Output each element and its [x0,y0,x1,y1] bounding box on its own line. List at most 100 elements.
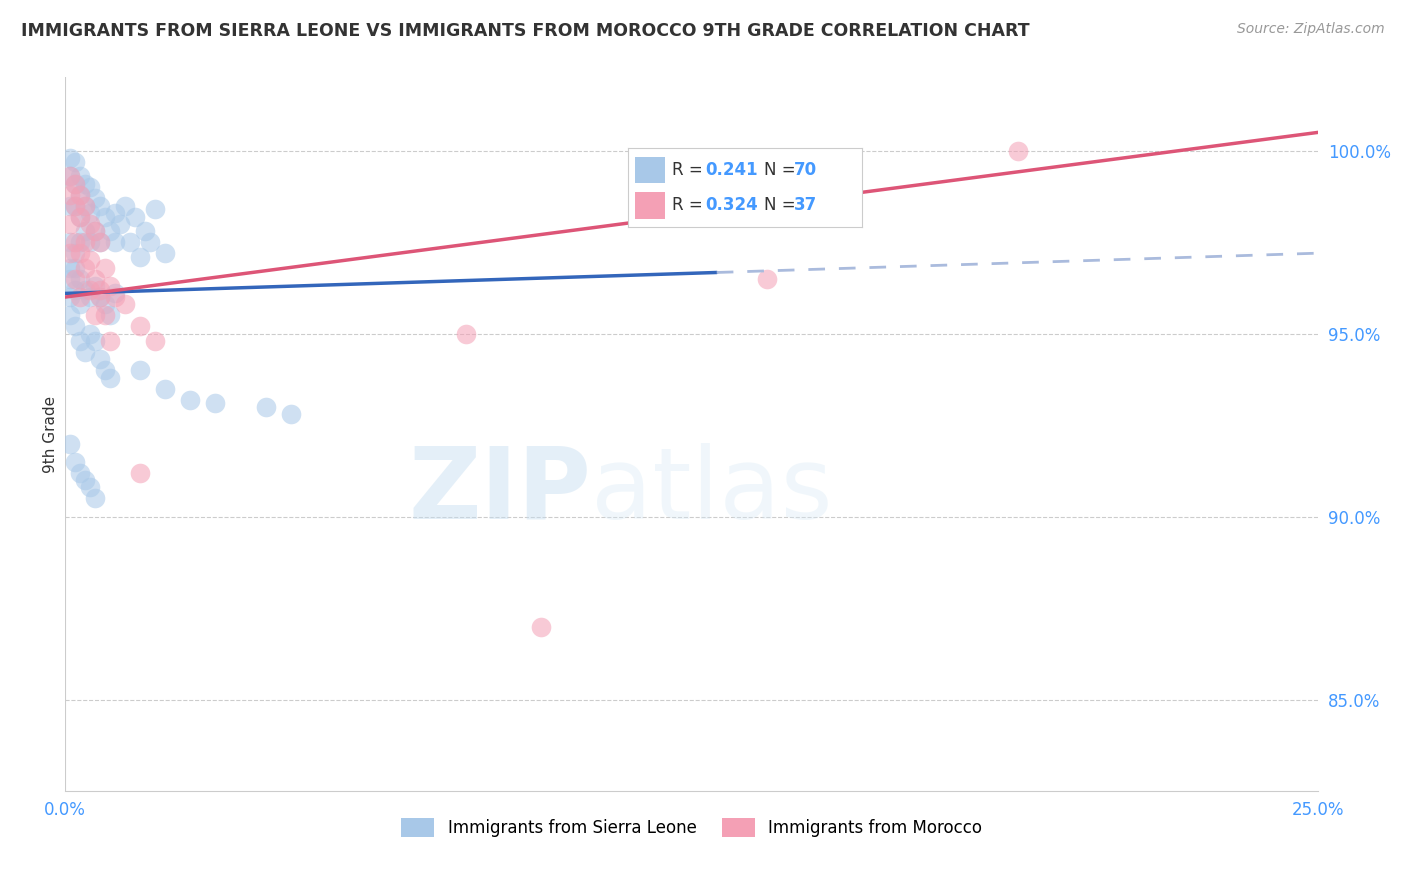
Point [94,363,117,377]
Point [89,290,111,304]
Point [98,279,121,293]
Point [59,169,82,184]
Point [530,619,553,633]
Legend: Immigrants from Sierra Leone, Immigrants from Morocco: Immigrants from Sierra Leone, Immigrants… [395,811,988,844]
Point [75,235,97,249]
Point [63,198,86,212]
Point [755,272,778,286]
Point [59,169,82,184]
Point [94,260,117,275]
Point [84,191,107,205]
Point [114,297,136,311]
Point [59,436,82,450]
Point [84,224,107,238]
Bar [636,157,665,183]
Point [63,154,86,169]
Text: atlas: atlas [592,443,832,540]
Point [79,326,101,341]
Point [79,480,101,494]
Point [63,235,86,249]
Point [79,290,101,304]
Point [104,206,127,220]
Point [69,210,91,224]
Point [59,217,82,231]
Point [59,187,82,202]
Point [63,246,86,260]
Point [69,290,91,304]
Point [89,283,111,297]
Point [59,246,82,260]
Point [63,177,86,191]
Point [89,290,111,304]
Point [79,235,101,249]
Point [69,272,91,286]
Point [69,334,91,348]
Point [69,246,91,260]
Text: R =: R = [672,196,709,214]
Point [129,250,152,264]
Point [94,297,117,311]
Point [69,235,91,249]
Point [280,407,302,421]
Point [63,283,86,297]
Point [84,224,107,238]
Point [89,352,111,367]
Point [69,187,91,202]
Point [108,217,131,231]
Point [129,319,152,334]
Point [143,334,166,348]
Point [75,224,97,238]
Point [69,466,91,480]
Point [1007,144,1029,158]
Text: R =: R = [672,161,709,179]
Point [89,235,111,249]
Point [59,309,82,323]
Point [124,210,146,224]
Point [59,260,82,275]
Point [204,396,226,410]
Point [75,198,97,212]
Text: 37: 37 [794,196,817,214]
Point [59,290,82,304]
Point [79,217,101,231]
Point [69,297,91,311]
Point [134,224,156,238]
Point [59,272,82,286]
Point [75,283,97,297]
Y-axis label: 9th Grade: 9th Grade [44,396,58,473]
Text: N =: N = [763,196,800,214]
Point [89,235,111,249]
Point [155,382,177,396]
Point [129,466,152,480]
Text: ZIP: ZIP [409,443,592,540]
Point [254,400,277,414]
Point [79,283,101,297]
Point [104,290,127,304]
Point [104,286,127,301]
Point [63,455,86,469]
Point [155,246,177,260]
Point [59,198,82,212]
Text: 70: 70 [794,161,817,179]
Point [94,210,117,224]
Point [59,151,82,165]
Point [63,198,86,212]
Point [75,260,97,275]
Point [63,260,86,275]
Point [456,326,478,341]
Point [69,187,91,202]
Point [75,345,97,359]
Point [79,180,101,194]
Point [84,272,107,286]
Point [179,392,201,407]
Text: IMMIGRANTS FROM SIERRA LEONE VS IMMIGRANTS FROM MOROCCO 9TH GRADE CORRELATION CH: IMMIGRANTS FROM SIERRA LEONE VS IMMIGRAN… [21,22,1029,40]
Point [143,202,166,217]
Point [89,198,111,212]
Point [69,210,91,224]
Point [98,334,121,348]
Text: 0.324: 0.324 [706,196,758,214]
Point [84,334,107,348]
Bar [636,193,665,219]
Point [79,253,101,268]
Point [75,198,97,212]
